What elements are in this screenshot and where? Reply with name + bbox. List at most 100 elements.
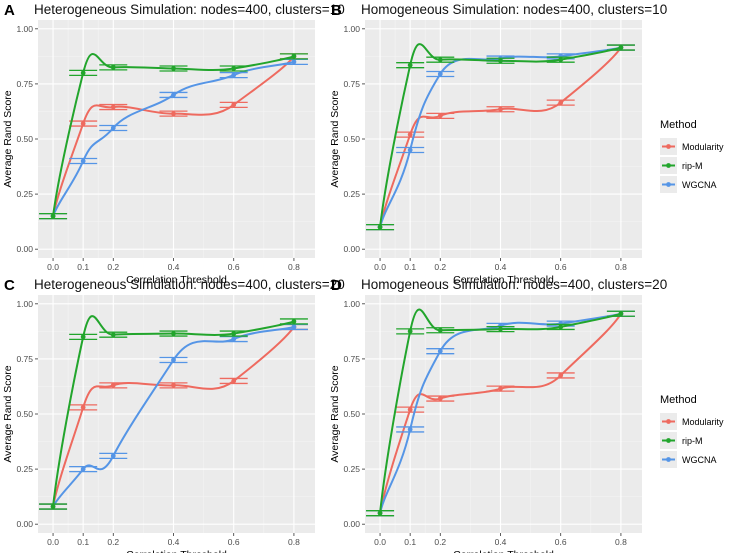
tick-label-y: 0.50 xyxy=(16,409,33,419)
panel-label: B xyxy=(331,2,342,19)
panel-title: Homogeneous Simulation: nodes=400, clust… xyxy=(361,277,667,292)
data-point-WGCNA xyxy=(231,72,237,78)
data-point-Modularity xyxy=(110,382,116,388)
tick-label-y: 1.00 xyxy=(16,24,33,34)
data-point-WGCNA xyxy=(407,147,413,153)
data-point-rip-M xyxy=(50,504,56,509)
data-point-rip-M xyxy=(377,224,383,230)
data-point-Modularity xyxy=(558,373,564,378)
panel-D: 0.00 0.25 0.50 0.75 1.00 0.0 0.1 0.2 0.4 0.6 0.8 D H… xyxy=(329,277,667,553)
data-point-Modularity xyxy=(437,396,443,401)
data-point-rip-M xyxy=(50,213,56,219)
data-point-Modularity xyxy=(110,104,116,110)
tick-label-x: 0.2 xyxy=(107,262,119,272)
tick-label-x: 0.0 xyxy=(47,262,59,272)
legend-item-label: rip-M xyxy=(682,436,703,446)
x-axis-label: Correlation Threshold xyxy=(453,549,554,553)
y-axis-label: Average Rand Score xyxy=(2,365,14,462)
data-point-rip-M xyxy=(291,53,297,59)
data-point-WGCNA xyxy=(80,466,86,472)
x-axis-label: Correlation Threshold xyxy=(126,549,227,553)
data-point-WGCNA xyxy=(171,92,176,98)
tick-label-y: 0.25 xyxy=(16,189,33,199)
tick-label-x: 0.1 xyxy=(77,537,89,547)
data-point-rip-M xyxy=(231,331,237,336)
tick-label-x: 0.4 xyxy=(495,262,507,272)
data-point-WGCNA xyxy=(437,71,443,77)
data-point-rip-M xyxy=(80,334,86,340)
legend-title: Method xyxy=(660,394,697,406)
data-point-rip-M xyxy=(171,66,176,71)
data-point-WGCNA xyxy=(291,59,297,65)
tick-label-x: 0.4 xyxy=(168,537,180,547)
legend-item-label: Modularity xyxy=(682,142,724,152)
legend-item-label: WGCNA xyxy=(682,455,717,465)
legend-key-point-rip-M xyxy=(666,163,671,168)
tick-label-y: 0.50 xyxy=(343,134,360,144)
tick-label-x: 0.8 xyxy=(615,537,627,547)
tick-label-x: 0.8 xyxy=(615,262,627,272)
data-point-rip-M xyxy=(407,328,413,334)
data-point-WGCNA xyxy=(110,453,116,459)
tick-label-y: 0.50 xyxy=(343,409,360,419)
tick-label-y: 0.00 xyxy=(16,244,33,254)
data-point-rip-M xyxy=(618,45,624,50)
tick-label-x: 0.1 xyxy=(404,262,416,272)
panel-label: A xyxy=(4,2,15,19)
tick-label-y: 0.50 xyxy=(16,134,33,144)
panel-A: 0.00 0.25 0.50 0.75 1.00 0.0 0.1 0.2 0.4 0.6 0.8 A H… xyxy=(2,2,345,286)
panel-label: C xyxy=(4,277,15,294)
tick-label-x: 0.2 xyxy=(434,537,446,547)
data-point-rip-M xyxy=(558,324,564,330)
data-point-rip-M xyxy=(558,57,564,63)
data-point-Modularity xyxy=(171,111,176,117)
panel-label: D xyxy=(331,277,342,294)
series-line-Modularity xyxy=(52,326,295,507)
data-point-WGCNA xyxy=(110,125,116,131)
tick-label-y: 0.75 xyxy=(16,354,33,364)
data-point-WGCNA xyxy=(80,158,86,164)
data-point-Modularity xyxy=(437,113,443,119)
data-point-rip-M xyxy=(498,58,503,64)
legend-key-point-WGCNA xyxy=(666,457,671,462)
panel-B: 0.00 0.25 0.50 0.75 1.00 0.0 0.1 0.2 0.4 0.6 0.8 B H… xyxy=(329,2,667,286)
tick-label-y: 0.25 xyxy=(343,464,360,474)
tick-label-x: 0.8 xyxy=(288,262,300,272)
data-point-rip-M xyxy=(231,66,237,71)
legend-2: Method Modularity rip-M WGCNA xyxy=(660,394,724,468)
data-point-Modularity xyxy=(80,121,86,126)
data-point-Modularity xyxy=(231,102,237,108)
legend-item-label: rip-M xyxy=(682,161,703,171)
tick-label-y: 0.75 xyxy=(16,79,33,89)
data-point-WGCNA xyxy=(171,357,176,363)
legend-key-point-rip-M xyxy=(666,438,671,443)
tick-label-x: 0.1 xyxy=(77,262,89,272)
data-point-Modularity xyxy=(80,404,86,410)
x-axis-label: Correlation Threshold xyxy=(126,274,227,286)
y-axis-label: Average Rand Score xyxy=(329,365,341,462)
tick-label-y: 0.25 xyxy=(343,189,360,199)
data-point-Modularity xyxy=(231,378,237,384)
data-point-Modularity xyxy=(407,132,413,137)
data-point-WGCNA xyxy=(291,324,297,330)
legend-title: Method xyxy=(660,119,697,131)
data-point-rip-M xyxy=(618,311,624,317)
data-point-rip-M xyxy=(171,331,176,336)
tick-label-x: 0.0 xyxy=(374,262,386,272)
data-point-rip-M xyxy=(437,57,443,63)
tick-label-y: 0.00 xyxy=(16,519,33,529)
data-point-rip-M xyxy=(437,327,443,333)
y-axis-label: Average Rand Score xyxy=(329,90,341,187)
series-line-Modularity xyxy=(379,46,622,228)
data-point-WGCNA xyxy=(231,336,237,342)
data-point-rip-M xyxy=(80,70,86,76)
tick-label-x: 0.0 xyxy=(374,537,386,547)
tick-label-y: 1.00 xyxy=(343,299,360,309)
data-point-rip-M xyxy=(498,326,503,332)
tick-label-x: 0.4 xyxy=(168,262,180,272)
tick-label-y: 1.00 xyxy=(16,299,33,309)
data-point-Modularity xyxy=(407,407,413,412)
tick-label-y: 0.75 xyxy=(343,79,360,89)
tick-label-x: 0.6 xyxy=(555,537,567,547)
tick-label-x: 0.6 xyxy=(228,262,240,272)
